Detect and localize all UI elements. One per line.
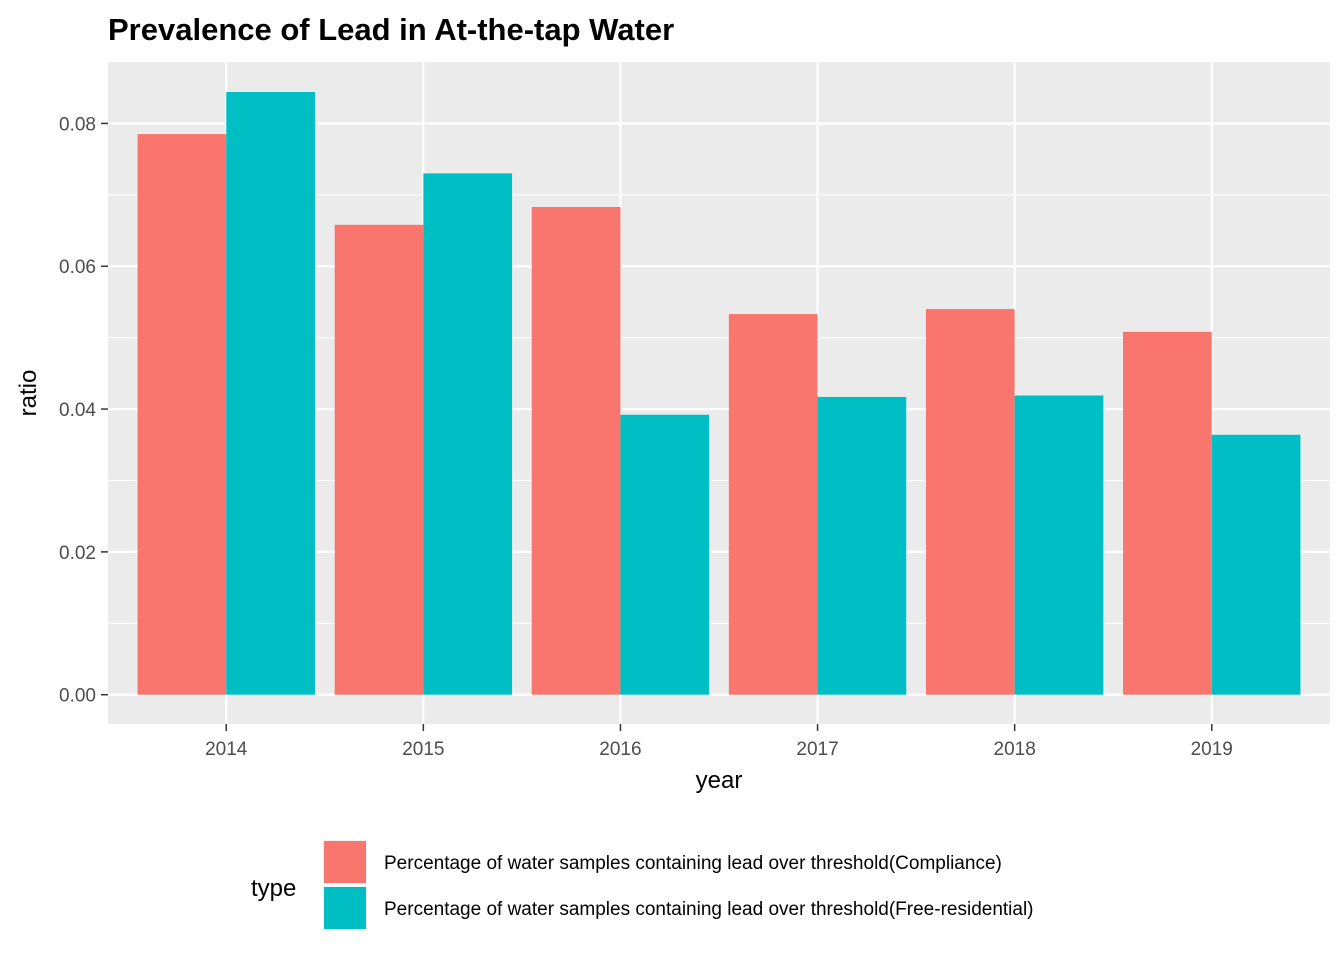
x-axis: 2014 2015 2016 2017 2018 2019	[205, 724, 1233, 760]
legend: type Percentage of water samples contain…	[251, 840, 1034, 930]
x-tick-label: 2014	[205, 739, 248, 760]
bars	[137, 91, 1301, 695]
bar-2017-series-1	[728, 314, 818, 695]
legend-title: type	[251, 875, 296, 902]
y-tick-label: 0.06	[59, 257, 96, 278]
chart-title: Prevalence of Lead in At-the-tap Water	[108, 12, 674, 47]
x-tick-label: 2015	[402, 739, 444, 760]
x-axis-title: year	[696, 767, 743, 794]
x-tick-label: 2016	[599, 739, 641, 760]
bar-2014-series-2	[226, 91, 315, 695]
x-tick-label: 2018	[994, 739, 1036, 760]
bar-2014-series-1	[137, 134, 227, 695]
legend-key-swatch	[324, 887, 366, 929]
bar-2017-series-2	[817, 396, 907, 695]
bar-2015-series-1	[334, 224, 424, 695]
y-tick-label: 0.02	[59, 543, 96, 564]
y-axis: 0.00 0.02 0.04 0.06 0.08	[59, 114, 108, 707]
legend-label: Percentage of water samples containing l…	[384, 853, 1002, 874]
y-axis-title: ratio	[15, 370, 42, 417]
bar-2016-series-1	[531, 206, 621, 695]
x-tick-label: 2019	[1191, 739, 1233, 760]
bar-2016-series-2	[620, 414, 710, 695]
y-tick-label: 0.00	[59, 686, 96, 707]
y-tick-label: 0.04	[59, 400, 96, 421]
bar-2018-series-1	[925, 309, 1015, 695]
bar-2019-series-1	[1123, 331, 1212, 695]
y-tick-label: 0.08	[59, 114, 96, 135]
legend-label: Percentage of water samples containing l…	[384, 899, 1034, 920]
bar-2018-series-2	[1014, 395, 1104, 695]
legend-key-swatch	[324, 841, 366, 883]
bar-2015-series-2	[423, 173, 513, 695]
bar-2019-series-2	[1211, 434, 1301, 695]
x-tick-label: 2017	[796, 739, 838, 760]
